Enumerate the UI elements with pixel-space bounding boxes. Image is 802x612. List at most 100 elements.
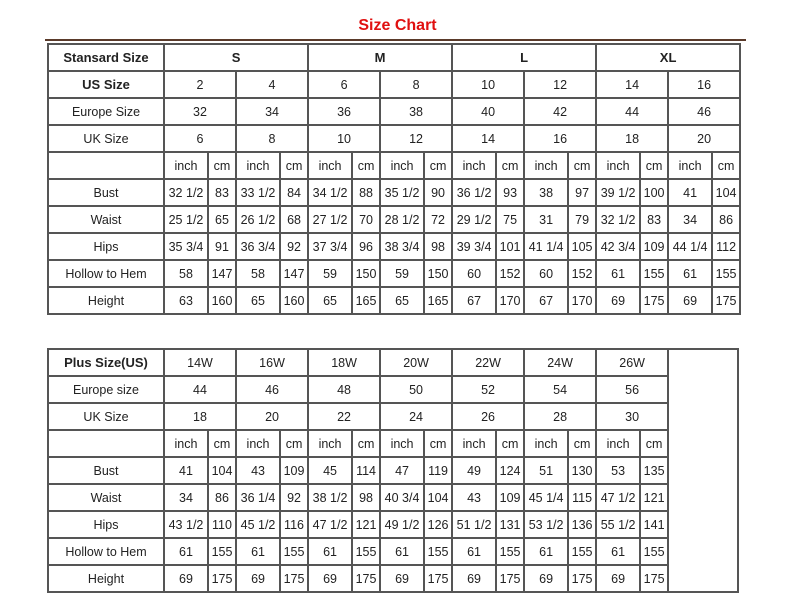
unit-cm: cm (639, 151, 670, 180)
measurement-value: 109 (639, 232, 670, 261)
measurement-value: 38 3/4 (379, 232, 426, 261)
size-row: Europe size 44 46 48 50 52 54 56 (47, 375, 738, 404)
measurement-value: 61 (523, 537, 570, 566)
measurement-value: 63 (163, 286, 209, 315)
size-group-M: M (307, 43, 454, 72)
measurement-value: 69 (667, 286, 714, 315)
unit-inch: inch (667, 151, 714, 180)
measurement-value: 60 (523, 259, 570, 288)
row-label: Europe size (47, 375, 165, 404)
measurement-value: 69 (379, 564, 426, 593)
measurement-value: 32 1/2 (163, 178, 209, 207)
units-row: inch cm inch cm inch cm inch cm inch cm inch cm inch… (47, 151, 742, 180)
measurement-value: 65 (207, 205, 237, 234)
measurement-value: 175 (639, 286, 670, 315)
measurement-value: 175 (206, 564, 238, 593)
measurement-value: 70 (351, 205, 382, 234)
measurement-value: 150 (351, 259, 382, 288)
size-value: 28 (523, 402, 598, 431)
measurement-value: 88 (351, 178, 382, 207)
measurement-value: 27 1/2 (307, 205, 354, 234)
measurement-value: 61 (667, 259, 714, 288)
size-value: 14 (451, 124, 526, 153)
measurement-value: 33 1/2 (235, 178, 281, 207)
size-value: 4 (234, 70, 310, 99)
table-row: Height 63 160 65 160 65 165 65 165 67 170 67 170 69 17… (47, 286, 742, 315)
blank-cell (667, 348, 740, 593)
measurement-value: 109 (279, 456, 310, 485)
measurement-value: 39 3/4 (451, 232, 498, 261)
table-row: Hollow to Hem 61 155 61 155 61 155 61 155 61 155 61… (47, 537, 738, 566)
size-value: 6 (307, 70, 382, 99)
measurement-value: 61 (451, 537, 498, 566)
measurement-value: 25 1/2 (163, 205, 209, 234)
unit-cm: cm (567, 151, 598, 180)
unit-cm: cm (279, 429, 310, 458)
measurement-value: 160 (278, 286, 310, 315)
measurement-value: 86 (711, 205, 742, 234)
measurement-value: 45 1/4 (523, 483, 570, 512)
measurement-value: 121 (639, 483, 670, 512)
plus-size-18W: 18W (307, 348, 382, 377)
unit-inch: inch (379, 151, 426, 180)
table-row: Hips 35 3/4 91 36 3/4 92 37 3/4 96 38 3/4 98 39 3… (47, 232, 742, 261)
unit-inch: inch (163, 151, 209, 180)
size-value: 8 (234, 124, 310, 153)
measurement-value: 112 (711, 232, 742, 261)
measurement-value: 49 1/2 (379, 510, 426, 539)
row-label: Height (47, 286, 165, 315)
units-row: inch cm inch cm inch cm inch cm inch cm inch cm inch… (47, 429, 738, 458)
size-value: 24 (379, 402, 454, 431)
plus-size-22W: 22W (451, 348, 526, 377)
size-value: 18 (595, 124, 670, 153)
measurement-value: 91 (207, 232, 237, 261)
size-value: 32 (163, 97, 237, 126)
row-label: Waist (47, 205, 165, 234)
size-value: 8 (379, 70, 454, 99)
measurement-value: 98 (351, 483, 382, 512)
measurement-value: 155 (495, 537, 526, 566)
measurement-value: 83 (639, 205, 670, 234)
size-value: 2 (163, 70, 237, 99)
measurement-value: 72 (423, 205, 454, 234)
measurement-value: 152 (567, 259, 598, 288)
measurement-value: 26 1/2 (235, 205, 281, 234)
measurement-value: 35 3/4 (163, 232, 209, 261)
size-row: UK Size 6 8 10 12 14 16 18 20 (47, 124, 742, 153)
unit-cm: cm (495, 151, 526, 180)
measurement-value: 104 (206, 456, 238, 485)
unit-inch: inch (235, 151, 281, 180)
unit-cm: cm (639, 429, 670, 458)
unit-cm: cm (351, 429, 382, 458)
divider (45, 39, 746, 41)
measurement-value: 49 (451, 456, 498, 485)
size-value: 46 (235, 375, 310, 404)
plus-size-26W: 26W (595, 348, 670, 377)
measurement-value: 124 (495, 456, 526, 485)
measurement-value: 165 (423, 286, 454, 315)
measurement-value: 170 (567, 286, 598, 315)
measurement-value: 41 1/4 (523, 232, 570, 261)
measurement-value: 155 (206, 537, 238, 566)
measurement-value: 114 (351, 456, 382, 485)
measurement-value: 38 1/2 (307, 483, 354, 512)
size-value: 30 (595, 402, 670, 431)
measurement-value: 75 (495, 205, 526, 234)
measurement-value: 36 3/4 (235, 232, 281, 261)
measurement-value: 43 (451, 483, 498, 512)
unit-inch: inch (307, 429, 354, 458)
table-row: Bust 41 104 43 109 45 114 47 119 49 124 51 130 53 135 (47, 456, 738, 485)
measurement-value: 58 (235, 259, 281, 288)
measurement-value: 36 1/4 (235, 483, 282, 512)
row-label: Hollow to Hem (47, 259, 165, 288)
row-label: US Size (47, 70, 165, 99)
size-value: 10 (451, 70, 526, 99)
measurement-value: 119 (423, 456, 454, 485)
measurement-value: 65 (235, 286, 281, 315)
measurement-value: 175 (567, 564, 598, 593)
unit-cm: cm (351, 151, 382, 180)
measurement-value: 109 (495, 483, 526, 512)
measurement-value: 116 (279, 510, 310, 539)
measurement-value: 32 1/2 (595, 205, 642, 234)
standard-size-table: Stansard Size S M L XL US Size 2 4 6 8 10 12 14 16 Eur… (47, 43, 742, 315)
